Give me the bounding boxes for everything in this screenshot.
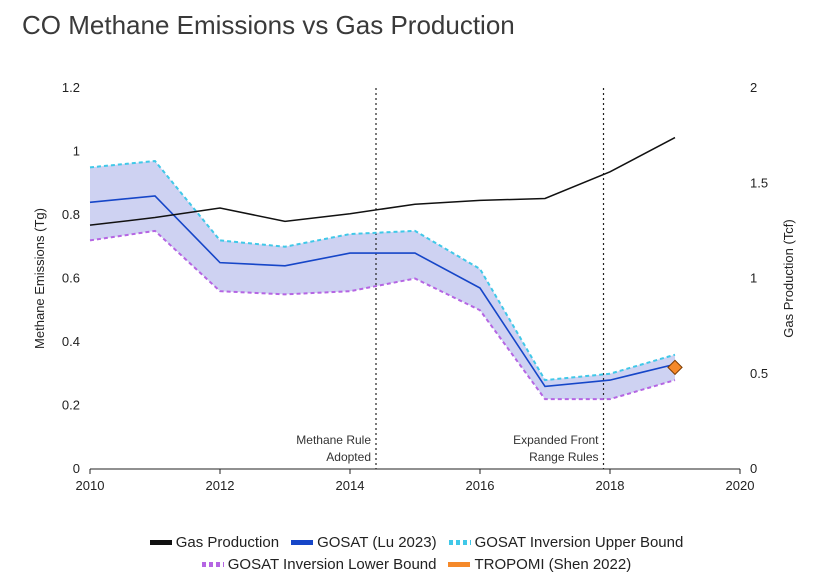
chart-svg: 2010 2012 2014 2016 2018 2020 0 0.2 0.4 0.6 0.8 1 1.… [32,80,796,493]
legend-swatch-lower [201,561,224,567]
event-label: Expanded Front [513,433,599,447]
legend-label: Gas Production [175,533,280,551]
y2-tick-label: 1 [750,271,757,286]
y2-tick-label: 1.5 [750,175,768,190]
legend-swatch-upper [448,539,471,545]
x-tick-label: 2014 [336,478,365,493]
y2-tick-label: 2 [750,80,757,95]
legend-label: TROPOMI (Shen 2022) [474,555,632,573]
y-tick-label: 0.6 [62,271,80,286]
x-tick-label: 2010 [76,478,105,493]
y-tick-label: 0 [73,461,80,476]
legend-label: GOSAT Inversion Lower Bound [227,555,437,573]
legend-item-lower-bound: GOSAT Inversion Lower Bound [201,555,437,573]
legend-label: GOSAT Inversion Upper Bound [474,533,684,551]
legend-swatch-gas [149,539,172,545]
legend: Gas Production GOSAT (Lu 2023) GOSAT Inv… [0,531,833,575]
legend-item-tropomi: TROPOMI (Shen 2022) [448,556,631,573]
y-axis-title: Methane Emissions (Tg) [32,208,47,349]
x-tick-label: 2012 [206,478,235,493]
x-tick-label: 2016 [466,478,495,493]
x-tick-label: 2020 [726,478,755,493]
event-label: Range Rules [529,450,598,464]
y2-tick-label: 0 [750,461,757,476]
legend-item-upper-bound: GOSAT Inversion Upper Bound [448,533,684,551]
lower-bound-line [89,229,676,401]
y2-axis-title: Gas Production (Tcf) [781,219,796,338]
legend-label: GOSAT (Lu 2023) [317,533,437,551]
legend-swatch-tropomi [448,561,471,567]
y-tick-label: 1.2 [62,80,80,95]
y-tick-label: 1 [73,144,80,159]
gas-production-line [89,136,676,226]
legend-swatch-gosat [291,539,314,545]
y-tick-label: 0.8 [62,207,80,222]
y-tick-label: 0.4 [62,334,80,349]
chart-title: CO Methane Emissions vs Gas Production [22,10,515,40]
legend-item-gosat: GOSAT (Lu 2023) [291,534,437,551]
upper-bound-line [89,159,676,382]
gosat-line [89,195,676,388]
tropomi-point [667,359,683,376]
y-tick-label: 0.2 [62,398,80,413]
event-label: Adopted [326,450,371,464]
legend-item-gas-production: Gas Production [149,533,280,551]
y2-tick-label: 0.5 [750,366,768,381]
x-tick-label: 2018 [596,478,625,493]
uncertainty-band [90,161,675,400]
event-label: Methane Rule [296,433,371,447]
